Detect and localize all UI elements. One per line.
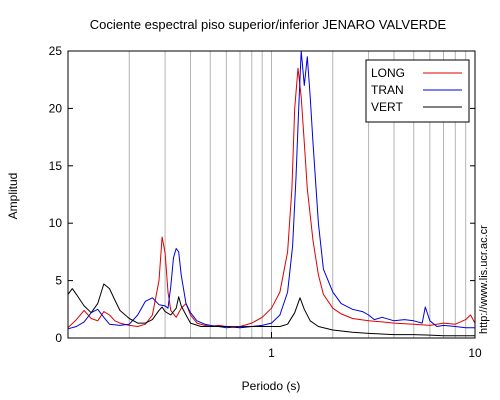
y-tick-label: 10 (49, 216, 63, 230)
y-tick-label: 15 (49, 159, 63, 173)
chart-title: Cociente espectral piso superior/inferio… (90, 17, 447, 32)
x-tick-label: 10 (468, 346, 482, 360)
series-group (67, 50, 476, 337)
x-tick-label: 1 (268, 346, 275, 360)
x-axis-label: Periodo (s) (242, 379, 301, 393)
watermark-url: http://www.lis.ucr.ac.cr (478, 225, 490, 334)
legend-label-vert: VERT (371, 100, 403, 114)
y-tick-label: 5 (55, 274, 62, 288)
y-tick-label: 0 (55, 331, 62, 345)
y-tick-label: 25 (49, 44, 63, 58)
y-tick-label: 20 (49, 101, 63, 115)
legend-box (365, 59, 470, 123)
legend-label-long: LONG (371, 66, 405, 80)
series-line-vert (67, 283, 475, 337)
series-line-tran (67, 50, 475, 330)
legend-label-tran: TRAN (371, 83, 404, 97)
legend: LONG TRAN VERT (365, 59, 470, 123)
y-axis-label: Amplitud (6, 173, 20, 220)
axis-ticks: 0 5 10 15 20 25 1 10 (49, 44, 482, 360)
